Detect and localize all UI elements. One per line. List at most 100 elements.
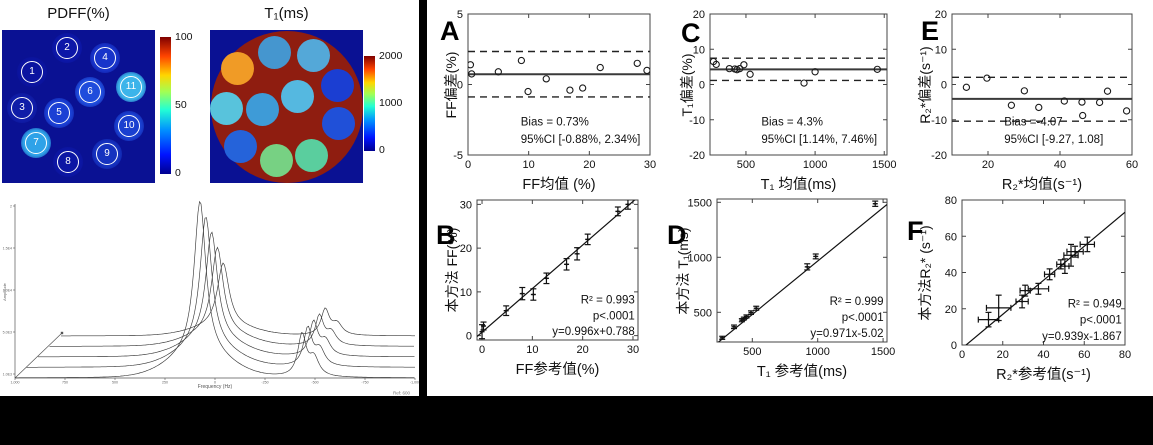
t1-colorbar-mid: 1000 bbox=[379, 97, 403, 109]
x-tick-label: 1000 bbox=[803, 159, 827, 171]
y-tick-label: -20 bbox=[689, 150, 705, 162]
x-tick-label: 20 bbox=[982, 159, 994, 171]
x-tick-label: 60 bbox=[1126, 159, 1138, 171]
pdff-colorbar-max: 100 bbox=[175, 31, 193, 43]
y-tick-label: 0 bbox=[941, 80, 947, 92]
t1-colorbar bbox=[364, 56, 375, 151]
y-tick-label: -10 bbox=[931, 115, 947, 127]
spectrum-y-tick: 1.0E4 bbox=[3, 288, 12, 292]
annotation: R² = 0.949 bbox=[1068, 298, 1122, 310]
axis-ticks: 0 20 40 60 80 0 20 40 60 80 bbox=[945, 195, 1131, 361]
x-tick-label: 0 bbox=[465, 159, 471, 171]
data-point bbox=[1103, 87, 1112, 95]
data-point bbox=[745, 315, 748, 318]
data-point bbox=[740, 61, 748, 69]
y-tick-label: 40 bbox=[945, 268, 957, 280]
data-point bbox=[524, 87, 532, 96]
spectrum-x-axis-label: Frequency (Hz) bbox=[198, 384, 233, 390]
data-point bbox=[874, 202, 877, 205]
spectrum-x-tick: 0 bbox=[214, 381, 216, 385]
data-point bbox=[725, 64, 734, 73]
data-point bbox=[983, 74, 991, 82]
annotation: R² = 0.993 bbox=[581, 295, 635, 307]
spectrum-x-tick: 1,000 bbox=[11, 381, 20, 385]
panel-letter-B: B bbox=[436, 220, 456, 250]
plot-E: 20 40 60 20 10 0 -10 -20 Bias =-4.07 95%CI [-9.27… bbox=[931, 9, 1138, 171]
data-point bbox=[755, 307, 758, 310]
x-tick-label: 500 bbox=[743, 346, 761, 358]
spectrum-trace bbox=[26, 217, 415, 368]
data-point bbox=[962, 83, 971, 91]
data-point bbox=[997, 306, 1000, 309]
pdff-colorbar-min: 0 bbox=[175, 167, 181, 179]
y-tick-label: 10 bbox=[935, 44, 947, 56]
y-tick-label: 20 bbox=[460, 243, 472, 255]
data-point bbox=[643, 66, 650, 75]
roi-marker: 1 bbox=[21, 61, 43, 83]
panel-E-x-axis-label: R₂*均值(s⁻¹) bbox=[1001, 177, 1083, 193]
data-point bbox=[586, 238, 589, 241]
spectrum-y-axis-label: Amplitude bbox=[2, 282, 7, 301]
data-point bbox=[532, 293, 535, 296]
data-point bbox=[616, 210, 619, 213]
data-point bbox=[468, 70, 476, 78]
vial bbox=[321, 106, 355, 140]
data-point bbox=[596, 63, 604, 72]
roi-marker: 10 bbox=[118, 115, 140, 137]
panel-letter-D: D bbox=[667, 220, 687, 250]
annotation: y=0.971x-5.02 bbox=[810, 328, 883, 340]
data-point bbox=[576, 252, 579, 255]
annotation: 95%CI [1.14%, 7.46%] bbox=[761, 134, 877, 146]
vial bbox=[294, 138, 328, 172]
panel-letter-C: C bbox=[681, 18, 701, 48]
roi-marker: 4 bbox=[94, 47, 116, 69]
data-point bbox=[1024, 289, 1027, 292]
x-tick-label: 500 bbox=[737, 159, 755, 171]
roi-marker: 8 bbox=[57, 151, 79, 173]
vial bbox=[280, 79, 314, 113]
y-tick-label: 5 bbox=[457, 9, 463, 21]
panel-A-x-axis-label: FF均值 (%) bbox=[522, 177, 596, 193]
pdff-colorbar bbox=[160, 37, 171, 174]
data-point bbox=[480, 330, 484, 333]
spectrum-trace bbox=[38, 231, 415, 358]
data-point bbox=[1086, 243, 1089, 246]
data-point bbox=[1079, 111, 1087, 120]
annotation: Bias =-4.07 bbox=[1004, 116, 1062, 128]
plot-D: 500 1000 1500 500 1000 1500 R² = 0.999 p<.0001 y… bbox=[688, 197, 896, 358]
vial bbox=[245, 92, 279, 126]
plot-content bbox=[477, 200, 636, 340]
plot-B: 0 10 20 30 0 10 20 30 R² = 0.993 p<.0001 y=0.996x+… bbox=[460, 199, 639, 356]
spectrum-y-tick: 1.5E4 bbox=[3, 246, 12, 250]
x-tick-label: 40 bbox=[1037, 349, 1049, 361]
data-point bbox=[721, 336, 724, 339]
x-tick-label: 1500 bbox=[872, 159, 896, 171]
data-point bbox=[712, 60, 720, 69]
annotation: R² = 0.999 bbox=[830, 296, 884, 308]
plot-F: 0 20 40 60 80 0 20 40 60 80 R² = 0.949 p<.0001 y=0.9… bbox=[945, 195, 1131, 361]
annotation: Bias = 0.73% bbox=[521, 116, 589, 128]
x-tick-label: 1500 bbox=[871, 346, 895, 358]
annotation: p<.0001 bbox=[593, 310, 635, 322]
x-tick-label: 30 bbox=[627, 344, 639, 356]
spectrum-x-tick: 250 bbox=[162, 381, 168, 385]
bottom-black-bar bbox=[0, 396, 1153, 445]
axis-ticks: 0 10 20 30 0 10 20 30 bbox=[460, 199, 639, 356]
y-tick-label: 1000 bbox=[688, 252, 712, 264]
plot-content bbox=[710, 57, 887, 87]
data-point bbox=[814, 255, 817, 258]
data-point bbox=[565, 263, 568, 266]
spectrum-trace bbox=[61, 262, 415, 337]
spectrum-y-tick: 5.0E3 bbox=[3, 330, 12, 334]
data-point bbox=[521, 292, 524, 295]
y-tick-label: 0 bbox=[951, 340, 957, 352]
data-point bbox=[1007, 101, 1016, 109]
axis-ticks: 500 1000 1500 20 10 0 -10 -20 bbox=[689, 9, 896, 171]
y-tick-label: 0 bbox=[699, 80, 705, 92]
spectrum-trace bbox=[49, 246, 414, 347]
data-point bbox=[746, 70, 754, 78]
spectrum-x-tick: -750 bbox=[361, 381, 368, 385]
data-point bbox=[1073, 250, 1077, 253]
y-tick-label: 30 bbox=[460, 199, 472, 211]
